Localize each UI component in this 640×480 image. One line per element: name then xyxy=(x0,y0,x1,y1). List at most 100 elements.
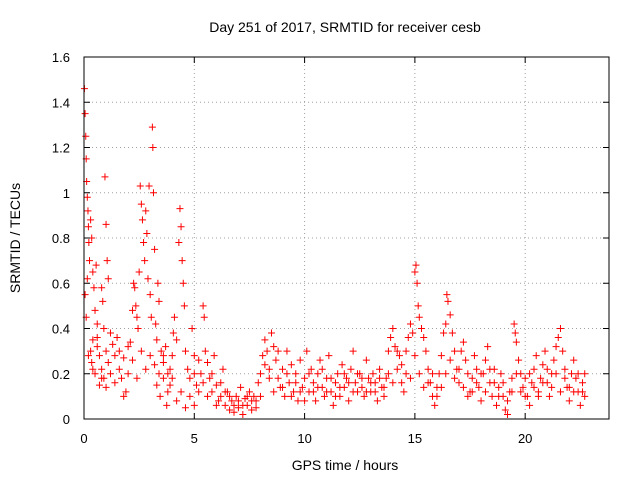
data-point xyxy=(179,279,187,287)
data-point xyxy=(170,313,178,321)
data-point xyxy=(320,392,328,400)
data-point xyxy=(534,392,542,400)
data-point xyxy=(132,302,140,310)
data-point xyxy=(95,352,103,360)
data-point xyxy=(181,404,189,412)
data-point xyxy=(226,406,234,414)
data-point xyxy=(159,358,167,366)
data-point xyxy=(568,370,575,378)
data-point xyxy=(327,374,335,382)
data-point xyxy=(296,388,304,396)
data-point xyxy=(88,358,96,366)
data-point xyxy=(195,356,203,364)
data-point xyxy=(415,313,423,321)
data-point xyxy=(493,401,500,409)
data-point xyxy=(424,365,432,373)
data-point xyxy=(245,388,253,396)
data-point xyxy=(468,374,476,382)
data-point xyxy=(243,392,251,400)
data-point xyxy=(265,365,273,373)
data-point xyxy=(84,352,92,360)
y-tick-labels: 0 0.2 0.4 0.6 0.8 1 1.2 1.4 1.6 xyxy=(52,50,70,427)
data-point xyxy=(145,182,153,190)
data-point xyxy=(147,313,155,321)
data-point xyxy=(90,284,98,292)
data-point xyxy=(199,379,207,387)
data-point xyxy=(371,388,379,396)
data-point xyxy=(393,365,401,373)
data-point xyxy=(402,370,410,378)
data-point xyxy=(298,383,306,391)
data-point xyxy=(151,245,159,253)
data-point xyxy=(404,334,412,342)
data-point xyxy=(411,268,419,276)
data-point xyxy=(495,392,503,400)
data-point xyxy=(93,343,101,351)
data-point xyxy=(292,370,300,378)
data-point xyxy=(279,383,287,391)
data-point xyxy=(443,291,451,299)
data-point xyxy=(422,347,430,355)
data-point xyxy=(270,388,278,396)
data-point xyxy=(111,379,119,387)
data-point xyxy=(409,329,417,337)
data-point xyxy=(83,193,91,201)
data-point xyxy=(309,379,317,387)
data-point xyxy=(134,325,142,332)
x-tick-label: 0 xyxy=(80,431,87,446)
data-point xyxy=(365,374,373,382)
data-point xyxy=(83,275,91,283)
data-point xyxy=(208,370,216,378)
data-point xyxy=(444,297,452,305)
data-point xyxy=(287,361,295,369)
data-point xyxy=(234,397,242,405)
data-point xyxy=(455,365,463,373)
data-point xyxy=(154,279,162,287)
data-point xyxy=(331,392,339,400)
data-point xyxy=(448,329,456,337)
data-point xyxy=(294,397,302,405)
data-point xyxy=(287,392,295,400)
data-point xyxy=(477,397,485,405)
data-point xyxy=(329,401,337,409)
data-point xyxy=(420,383,428,391)
data-point xyxy=(391,343,399,351)
data-point xyxy=(579,388,587,396)
data-point xyxy=(468,388,476,396)
data-point xyxy=(221,388,229,396)
data-point xyxy=(475,383,483,391)
y-tick-label: 1.2 xyxy=(52,141,70,156)
y-tick-label: 1.4 xyxy=(52,95,70,110)
data-point xyxy=(184,365,192,373)
data-point xyxy=(400,388,408,396)
data-point xyxy=(440,329,448,337)
data-point xyxy=(565,383,573,391)
data-point xyxy=(141,257,149,265)
data-point xyxy=(102,383,110,391)
data-point xyxy=(115,365,123,373)
data-point xyxy=(411,352,419,360)
x-tick-label: 15 xyxy=(408,431,422,446)
data-point xyxy=(570,388,578,396)
data-point xyxy=(314,383,322,391)
data-point xyxy=(148,123,156,131)
data-point xyxy=(212,401,220,409)
data-point xyxy=(579,379,587,387)
data-point xyxy=(382,374,390,382)
data-point xyxy=(504,397,512,405)
data-point xyxy=(254,379,262,387)
data-point xyxy=(210,352,218,360)
data-point xyxy=(177,223,185,231)
data-point xyxy=(406,374,414,382)
data-point xyxy=(89,365,97,373)
grid-lines xyxy=(84,57,609,419)
data-point xyxy=(234,404,242,412)
data-point xyxy=(91,370,99,378)
data-point xyxy=(435,370,443,378)
data-point xyxy=(137,347,145,355)
plot-frame xyxy=(83,56,610,420)
data-point xyxy=(351,379,359,387)
data-point xyxy=(499,379,507,387)
y-tick-label: 0.2 xyxy=(52,367,70,382)
